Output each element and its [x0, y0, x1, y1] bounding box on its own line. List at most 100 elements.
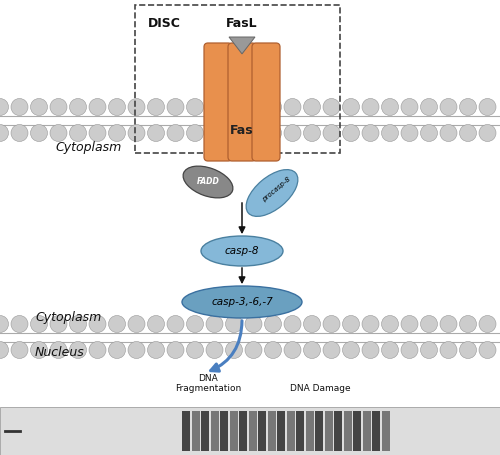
Text: DNA Damage: DNA Damage: [290, 384, 350, 393]
Circle shape: [382, 342, 398, 359]
Circle shape: [342, 315, 359, 333]
Text: casp-8: casp-8: [225, 246, 259, 256]
Bar: [362, 411, 370, 451]
Ellipse shape: [183, 166, 233, 198]
FancyBboxPatch shape: [252, 43, 280, 161]
FancyBboxPatch shape: [210, 47, 274, 145]
Bar: [268, 411, 276, 451]
Circle shape: [11, 98, 28, 116]
Circle shape: [479, 342, 496, 359]
Circle shape: [30, 98, 48, 116]
Text: Cytoplasm: Cytoplasm: [35, 310, 101, 324]
Circle shape: [362, 125, 379, 142]
Bar: [258, 411, 266, 451]
Circle shape: [206, 125, 223, 142]
Circle shape: [284, 98, 301, 116]
Circle shape: [479, 315, 496, 333]
Circle shape: [342, 98, 359, 116]
Circle shape: [0, 342, 8, 359]
Circle shape: [11, 125, 28, 142]
Circle shape: [226, 98, 242, 116]
Circle shape: [323, 342, 340, 359]
Circle shape: [440, 98, 457, 116]
Circle shape: [89, 125, 106, 142]
Circle shape: [460, 315, 476, 333]
Circle shape: [0, 98, 8, 116]
Circle shape: [342, 342, 359, 359]
Circle shape: [420, 342, 438, 359]
Circle shape: [440, 342, 457, 359]
Bar: [315, 411, 323, 451]
FancyBboxPatch shape: [204, 43, 232, 161]
Circle shape: [226, 315, 242, 333]
Circle shape: [284, 342, 301, 359]
Circle shape: [460, 125, 476, 142]
Circle shape: [382, 98, 398, 116]
Text: Fas: Fas: [230, 123, 254, 136]
Bar: [372, 411, 380, 451]
Circle shape: [362, 98, 379, 116]
Circle shape: [245, 98, 262, 116]
Circle shape: [206, 98, 223, 116]
Circle shape: [206, 342, 223, 359]
Circle shape: [167, 342, 184, 359]
Circle shape: [128, 342, 145, 359]
Circle shape: [30, 342, 48, 359]
Polygon shape: [229, 37, 255, 54]
Bar: [353, 411, 361, 451]
Ellipse shape: [201, 236, 283, 266]
Circle shape: [50, 342, 67, 359]
Circle shape: [186, 315, 204, 333]
Circle shape: [245, 125, 262, 142]
Circle shape: [70, 98, 86, 116]
Circle shape: [30, 315, 48, 333]
Circle shape: [304, 315, 320, 333]
Bar: [230, 411, 237, 451]
Circle shape: [128, 315, 145, 333]
Circle shape: [382, 125, 398, 142]
Circle shape: [226, 342, 242, 359]
Text: Nucleus: Nucleus: [35, 345, 85, 359]
Circle shape: [342, 125, 359, 142]
Circle shape: [186, 342, 204, 359]
Circle shape: [284, 315, 301, 333]
Circle shape: [186, 98, 204, 116]
Circle shape: [30, 125, 48, 142]
Circle shape: [479, 98, 496, 116]
Circle shape: [323, 98, 340, 116]
Circle shape: [0, 315, 8, 333]
Bar: [296, 411, 304, 451]
Circle shape: [264, 315, 281, 333]
FancyArrowPatch shape: [210, 321, 242, 371]
Circle shape: [323, 315, 340, 333]
Text: FasL: FasL: [226, 17, 258, 30]
Circle shape: [284, 125, 301, 142]
Circle shape: [206, 315, 223, 333]
Circle shape: [245, 342, 262, 359]
Circle shape: [108, 98, 126, 116]
Circle shape: [89, 315, 106, 333]
Circle shape: [440, 315, 457, 333]
Bar: [286, 411, 294, 451]
Circle shape: [226, 125, 242, 142]
Ellipse shape: [182, 286, 302, 318]
Bar: [334, 411, 342, 451]
Circle shape: [304, 125, 320, 142]
Text: DNA
Fragmentation: DNA Fragmentation: [175, 374, 241, 393]
Bar: [344, 411, 351, 451]
Circle shape: [50, 125, 67, 142]
Circle shape: [128, 125, 145, 142]
Circle shape: [0, 125, 8, 142]
Circle shape: [264, 342, 281, 359]
Circle shape: [245, 315, 262, 333]
Circle shape: [167, 98, 184, 116]
Circle shape: [148, 98, 164, 116]
Circle shape: [167, 125, 184, 142]
Circle shape: [420, 315, 438, 333]
Circle shape: [11, 342, 28, 359]
Circle shape: [70, 125, 86, 142]
Circle shape: [148, 342, 164, 359]
Text: DISC: DISC: [148, 17, 181, 30]
Circle shape: [362, 342, 379, 359]
Circle shape: [264, 125, 281, 142]
